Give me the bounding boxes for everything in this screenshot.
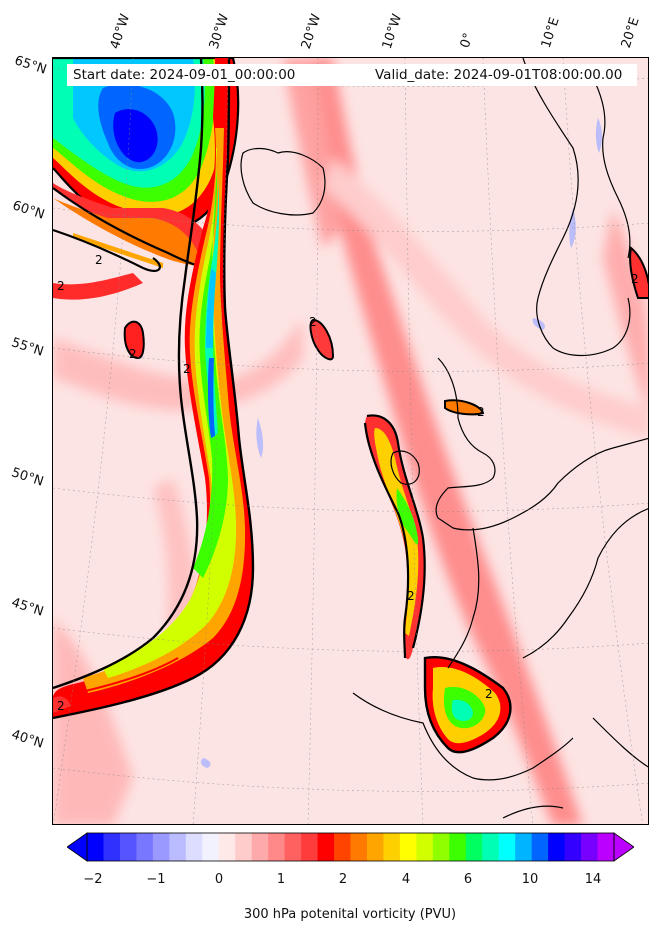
contour-label: 2 [309, 315, 317, 329]
colorbar-cell [531, 833, 549, 861]
lon-label-40w: 40°W [107, 12, 134, 51]
colorbar-cell [334, 833, 351, 861]
contour-label: 2 [631, 272, 639, 286]
lat-label-40n: 40°N [9, 727, 46, 752]
colorbar-cell [268, 833, 286, 861]
colorbar-tick: 1 [276, 872, 286, 887]
polar-vortex [53, 58, 240, 232]
contour-label: 2 [95, 253, 103, 267]
lat-label-50n: 50°N [9, 465, 46, 490]
colorbar-cell [218, 833, 236, 861]
header-bar [67, 64, 637, 86]
colorbar-cell [548, 833, 566, 861]
colorbar-label: 300 hPa potenital vorticity (PVU) [243, 907, 457, 922]
colorbar-cell [202, 833, 220, 861]
colorbar-cell [498, 833, 516, 861]
lon-label-0: 0° [457, 31, 477, 50]
colorbar-cell [465, 833, 483, 861]
colorbar-cell [152, 833, 170, 861]
colorbar-cell [251, 833, 269, 861]
colorbar-cell [366, 833, 384, 861]
colorbar-cell [482, 833, 500, 861]
contour-label: 2 [129, 347, 137, 361]
contour-label: 2 [183, 362, 191, 376]
lon-label-20e: 20°E [618, 15, 643, 51]
contour-label: 2 [57, 699, 65, 713]
colorbar-cell [564, 833, 582, 861]
colorbar-cell [317, 833, 335, 861]
colorbar-cell [103, 833, 121, 861]
contour-label: 2 [407, 589, 415, 603]
colorbar-cell [515, 833, 533, 861]
contour-label: 2 [57, 279, 65, 293]
colorbar-cell [185, 833, 203, 861]
colorbar-cell [399, 833, 417, 861]
colorbar-cell [284, 833, 302, 861]
colorbar-tick: 0 [214, 872, 224, 887]
colorbar-tick: 6 [463, 872, 473, 887]
lon-label-10e: 10°E [538, 15, 563, 51]
pv-streamer-iberia [363, 414, 512, 754]
colorbar-cell [119, 833, 137, 861]
colorbar-cell [597, 833, 615, 861]
contour-label: 2 [485, 687, 493, 701]
colorbar-cell [581, 833, 599, 861]
colorbar-cell [383, 833, 401, 861]
start-date-label: Start date: 2024-09-01_00:00:00 [73, 67, 296, 83]
coastlines [240, 58, 648, 819]
colorbar-min-arrow [67, 832, 88, 862]
colorbar-max-arrow [613, 832, 634, 862]
colorbar-cell [432, 833, 450, 861]
lon-label-10w: 10°W [379, 12, 406, 51]
pv-blobs [53, 246, 648, 713]
colorbar-cell [301, 833, 319, 861]
colorbar-cell [350, 833, 368, 861]
graticule [53, 58, 648, 824]
contour-label: 2 [477, 405, 485, 419]
colorbar [67, 832, 634, 862]
colorbar-tick: −2 [83, 872, 103, 887]
colorbar-cell [136, 833, 154, 861]
colorbar-cell [87, 833, 104, 861]
contour-labels: 2 2 2 2 2 2 2 2 2 2 [57, 253, 639, 713]
lat-label-60n: 60°N [10, 198, 47, 223]
pv-map: 2 2 2 2 2 2 2 2 2 2 Start date: 2024-09-… [52, 57, 649, 825]
colorbar-cell [169, 833, 187, 861]
lon-label-20w: 20°W [298, 12, 325, 51]
colorbar-cell [416, 833, 434, 861]
valid-date-label: Valid_date: 2024-09-01T08:00:00.00 [375, 67, 623, 83]
colorbar-tick: −1 [146, 872, 166, 887]
colorbar-tick: 10 [521, 872, 539, 887]
colorbar-cell [235, 833, 253, 861]
pv-streamer-west [53, 58, 255, 720]
pv-field: 2 2 2 2 2 2 2 2 2 2 [53, 58, 648, 824]
colorbar-tick: 4 [401, 872, 411, 887]
colorbar-cell [449, 833, 467, 861]
colorbar-tick: 2 [338, 872, 348, 887]
colorbar-tick: 14 [584, 872, 602, 887]
lon-label-30w: 30°W [206, 12, 233, 51]
pv-band-northwest [53, 183, 223, 300]
lat-label-55n: 55°N [9, 335, 46, 360]
lat-label-65n: 65°N [12, 53, 49, 78]
lat-label-45n: 45°N [9, 595, 46, 620]
